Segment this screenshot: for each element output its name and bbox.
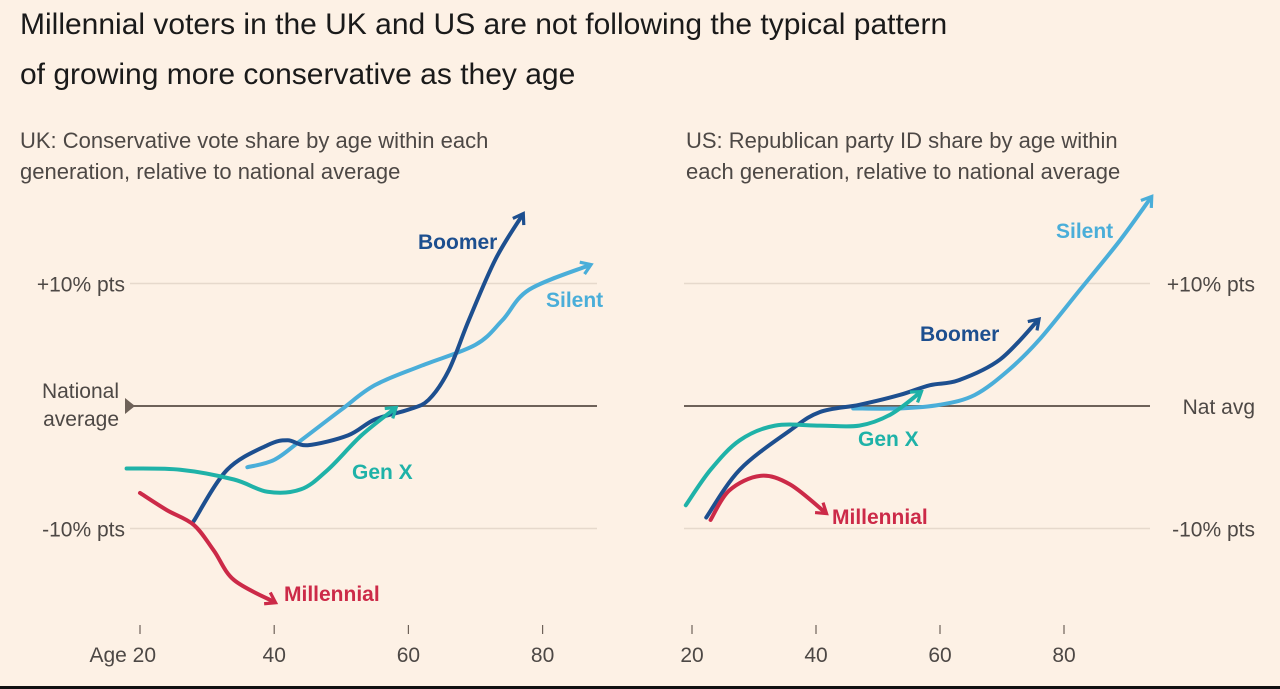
national-average-marker-icon (125, 398, 135, 414)
series-label-silent: Silent (1056, 220, 1113, 243)
us-subtitle-line-2: each generation, relative to national av… (686, 159, 1121, 184)
series-line-boomer (191, 211, 526, 524)
chart-title-line-2: of growing more conservative as they age (20, 58, 576, 91)
series-label-boomer: Boomer (920, 323, 999, 346)
y-tick-label: +10% pts (37, 274, 125, 297)
uk-chart: +10% pts National average -10% pts Age 20 40 6… (37, 211, 603, 667)
y-tick-label: average (43, 408, 119, 431)
series-label-boomer: Boomer (418, 231, 497, 254)
x-tick-label: 80 (531, 644, 554, 667)
series-line-millennial (138, 490, 279, 606)
x-tick-label: 60 (928, 644, 951, 667)
series-line-millennial (708, 473, 829, 522)
series-line-gen-x (124, 405, 399, 495)
chart-title-line-1: Millennial voters in the UK and US are n… (20, 8, 948, 41)
series-line-silent (245, 260, 594, 470)
us-subtitle-line-1: US: Republican party ID share by age wit… (686, 128, 1118, 153)
series-label-gen-x: Gen X (858, 428, 919, 451)
y-tick-label: -10% pts (1172, 519, 1255, 542)
uk-subtitle-line-1: UK: Conservative vote share by age withi… (20, 128, 489, 153)
x-tick-label: 60 (397, 644, 420, 667)
series-line-silent (851, 194, 1154, 411)
x-tick-label: 40 (804, 644, 827, 667)
uk-subtitle-line-2: generation, relative to national average (20, 159, 401, 184)
x-tick-label: 80 (1052, 644, 1075, 667)
y-tick-label: -10% pts (42, 519, 125, 542)
series-label-millennial: Millennial (832, 506, 928, 529)
series-label-silent: Silent (546, 289, 603, 312)
y-tick-label: Nat avg (1183, 396, 1255, 419)
us-chart: +10% pts Nat avg -10% pts 20 40 60 80 Silent Boo… (680, 194, 1255, 667)
x-tick-label: 40 (263, 644, 286, 667)
x-tick-label: 20 (680, 644, 703, 667)
bottom-rule (0, 686, 1280, 689)
y-tick-label: +10% pts (1167, 274, 1255, 297)
x-tick-label: Age 20 (89, 644, 156, 667)
series-line-boomer (704, 317, 1042, 520)
y-tick-label: National (42, 380, 119, 403)
series-label-gen-x: Gen X (352, 461, 413, 484)
series-label-millennial: Millennial (284, 583, 380, 606)
series-line-gen-x (683, 389, 924, 508)
